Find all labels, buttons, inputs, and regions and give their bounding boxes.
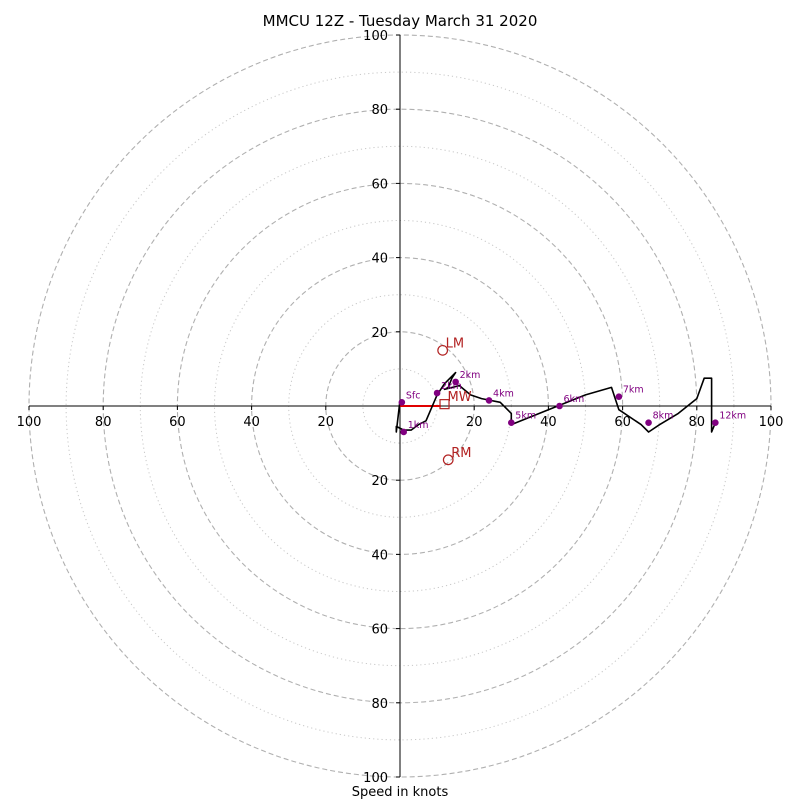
height-point-label: 2km (460, 370, 481, 381)
x-tick-label: 80 (95, 415, 112, 430)
height-point-marker (433, 389, 441, 397)
y-tick-label: 80 (371, 697, 388, 712)
x-tick-label: 20 (318, 415, 335, 430)
height-point-marker (712, 419, 719, 426)
y-tick-label: 60 (371, 177, 388, 192)
y-tick-label: 40 (371, 548, 388, 563)
height-point-label: 12km (719, 411, 746, 422)
height-point-label: 7km (623, 385, 644, 396)
x-tick-label: 100 (17, 415, 42, 430)
tick-labels: 100 80 60 40 20 20 40 60 80 100 100 80 60 40 20 20 40 60 8… (17, 29, 784, 786)
y-tick-label: 40 (371, 252, 388, 267)
y-tick-label: 100 (363, 29, 388, 44)
chart-title: MMCU 12Z - Tuesday March 31 2020 (263, 12, 538, 30)
x-tick-label: 80 (689, 415, 706, 430)
lm-motion-label: LM (446, 336, 464, 351)
mean-wind-marker (439, 399, 450, 410)
y-tick-label: 20 (371, 326, 388, 341)
y-tick-label: 100 (363, 771, 388, 786)
height-point-marker (398, 398, 406, 406)
height-point-marker (485, 397, 493, 404)
hodograph-trace (395, 371, 717, 433)
x-axis-label: Speed in knots (352, 785, 449, 800)
height-point-label: Sfc (406, 390, 421, 401)
mw-motion-label: MW (448, 390, 472, 405)
height-point-marker (452, 378, 459, 386)
lm-motion-marker (437, 344, 449, 356)
height-point-label: 8km (653, 411, 674, 422)
y-tick-label: 20 (371, 474, 388, 489)
height-point-label: 4km (493, 388, 514, 399)
x-tick-label: 40 (243, 415, 260, 430)
x-tick-label: 60 (614, 415, 631, 430)
x-tick-label: 40 (540, 415, 557, 430)
y-tick-label: 60 (371, 623, 388, 638)
height-point-marker (400, 428, 408, 436)
height-point-marker (508, 419, 515, 426)
height-point-marker (556, 402, 563, 410)
rm-motion-marker (442, 454, 454, 466)
height-point-label: 2km (441, 381, 462, 392)
height-point-marker (615, 393, 623, 401)
height-point-label: 5km (515, 411, 536, 422)
x-tick-label: 60 (169, 415, 186, 430)
hodograph-line (395, 371, 717, 433)
height-point-label: 6km (564, 394, 585, 405)
height-point-marker (645, 419, 652, 426)
y-tick-label: 80 (371, 103, 388, 118)
height-point-label: 1km (408, 420, 429, 431)
storm-motions: LM MW RM (437, 336, 472, 466)
rm-motion-label: RM (451, 446, 471, 461)
x-tick-label: 100 (759, 415, 784, 430)
x-tick-label: 20 (466, 415, 483, 430)
